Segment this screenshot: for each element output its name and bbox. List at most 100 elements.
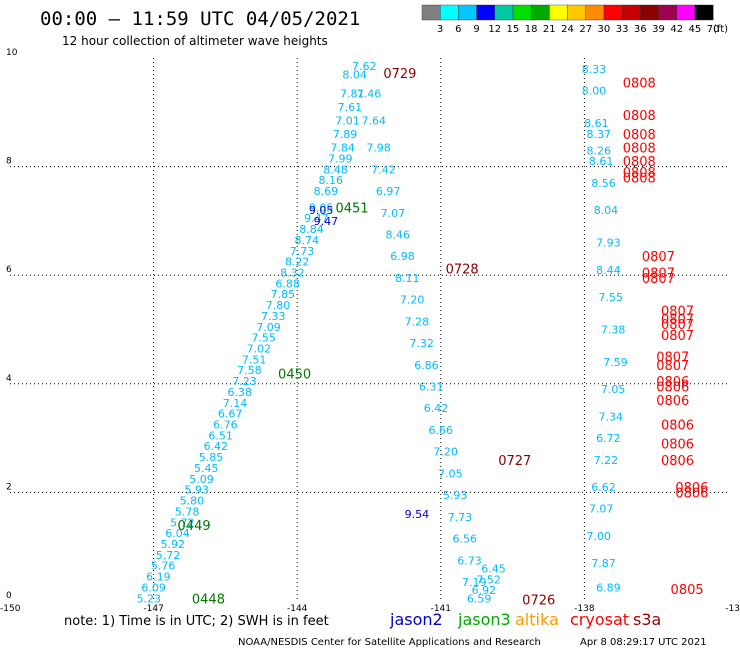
y-tick-label: 2: [6, 482, 12, 492]
track-time-label: 0807: [642, 266, 675, 281]
data-point-label: 7.52: [476, 573, 501, 586]
track-time-label: 0450: [278, 367, 311, 382]
y-axis: 0 2 4 6 8 10: [6, 48, 18, 601]
data-point-label: 7.59: [603, 356, 628, 369]
colorbar-label: 24: [561, 24, 574, 35]
data-point-label: 6.62: [591, 481, 616, 494]
data-point-label: 7.20: [433, 446, 458, 459]
colorbar-unit: (ft): [713, 24, 728, 35]
track-time-label: 0808: [623, 171, 656, 186]
data-point-label: 5.76: [151, 560, 176, 573]
colorbar-swatch: [640, 4, 659, 21]
chart-subtitle: 12 hour collection of altimeter wave hei…: [62, 34, 328, 48]
track-time-label: 0808: [623, 76, 656, 91]
y-tick-label: 10: [6, 48, 18, 58]
data-point-label: 8.84: [299, 223, 324, 236]
data-point-label: 7.20: [400, 294, 425, 307]
track-time-label: 0807: [661, 304, 694, 319]
colorbar-swatch: [421, 4, 441, 21]
data-point-label: 6.86: [414, 359, 439, 372]
data-point-label: 8.56: [591, 177, 616, 190]
track-time-label: 0807: [642, 272, 675, 287]
data-point-label: 6.67: [218, 408, 243, 421]
colorbar-label: 39: [652, 24, 665, 35]
data-point-label: 5.80: [180, 495, 205, 508]
data-point-label: 6.72: [596, 432, 621, 445]
data-point-label: 6.19: [146, 571, 171, 584]
data-point-label: 8.74: [295, 234, 320, 247]
satellite-cryosat: cryosat: [570, 610, 629, 629]
track-time-label: 0806: [656, 394, 689, 409]
colorbar-label: 3: [437, 24, 443, 35]
data-point-label: 7.98: [366, 142, 391, 155]
data-point-label: 7.02: [247, 343, 272, 356]
data-point-label: 7.73: [290, 245, 315, 258]
track-time-label: 0806: [656, 381, 689, 396]
footer-timestamp: Apr 8 08:29:17 UTC 2021: [580, 637, 707, 648]
track-time-label: 0808: [623, 155, 656, 170]
track-time-label: 0808: [623, 128, 656, 143]
data-point-label: 9.47: [314, 215, 339, 228]
track-time-label: 0806: [675, 486, 708, 501]
track-time-label: 0808: [623, 109, 656, 124]
data-point-label: 6.45: [481, 562, 506, 575]
data-point-label: 9.47: [304, 212, 329, 225]
data-point-label: 6.89: [596, 581, 621, 594]
data-point-label: 5.45: [194, 462, 219, 475]
data-point-label: 7.23: [232, 375, 257, 388]
track-labels: 0729045107280450072704490726044808080808…: [178, 67, 709, 608]
data-point-label: 7.34: [598, 410, 623, 423]
data-point-label: 7.85: [271, 288, 296, 301]
data-point-label: 7.28: [405, 315, 430, 328]
colorbar-label: 42: [670, 24, 683, 35]
data-point-label: 7.99: [328, 152, 353, 165]
data-point-label: 7.84: [330, 142, 355, 155]
data-point-label: 6.97: [376, 185, 401, 198]
track-time-label: 0806: [656, 375, 689, 390]
colorbar-label: 27: [579, 24, 592, 35]
colorbar-label: 33: [616, 24, 629, 35]
colorbar-label: 12: [488, 24, 501, 35]
data-point-label: 7.58: [237, 364, 262, 377]
data-point-label: 8.26: [587, 144, 612, 157]
data-point-label: 6.04: [165, 527, 190, 540]
satellite-legend: jason2 jason3 altika cryosat s3a: [389, 610, 661, 629]
data-point-label: 7.32: [409, 337, 434, 350]
colorbar-swatch: [694, 4, 714, 21]
data-point-label: 7.93: [596, 237, 621, 250]
track-time-label: 0806: [661, 438, 694, 453]
data-point-label: 7.00: [587, 530, 612, 543]
satellite-altika: altika: [515, 610, 559, 629]
x-tick-label: -141: [431, 604, 451, 614]
track-time-label: 0807: [656, 351, 689, 366]
x-axis: -150 -147 -144 -141 -138 -13: [0, 604, 740, 614]
colorbar-swatch: [676, 4, 696, 21]
colorbar-swatch: [585, 4, 605, 21]
data-point-label: 5.72: [156, 549, 181, 562]
data-point-label: 7.51: [242, 353, 267, 366]
grid: [10, 58, 728, 601]
data-point-label: 6.42: [424, 402, 449, 415]
data-point-label: 7.14: [223, 397, 248, 410]
track-time-label: 0807: [661, 329, 694, 344]
y-tick-label: 0: [6, 591, 12, 601]
colorbar-swatch: [476, 4, 496, 21]
track-time-label: 0729: [383, 67, 416, 82]
data-point-label: 8.11: [395, 272, 420, 285]
colorbar-swatch: [440, 4, 459, 21]
data-point-label: 6.42: [204, 440, 229, 453]
x-tick-label: -138: [574, 604, 595, 614]
data-point-label: 8.32: [280, 266, 305, 279]
track-time-label: 0807: [656, 359, 689, 374]
track-time-label: 0807: [661, 313, 694, 328]
data-point-label: 7.01: [335, 114, 360, 127]
satellite-jason2: jason2: [389, 610, 443, 629]
colorbar-swatch: [603, 4, 623, 21]
data-point-label: 5.93: [443, 489, 468, 502]
data-point-label: 6.38: [228, 386, 253, 399]
y-tick-label: 4: [6, 374, 12, 384]
data-point-label: 9.54: [405, 508, 430, 521]
data-point-label: 7.46: [357, 87, 382, 100]
colorbar-swatch: [567, 4, 586, 21]
